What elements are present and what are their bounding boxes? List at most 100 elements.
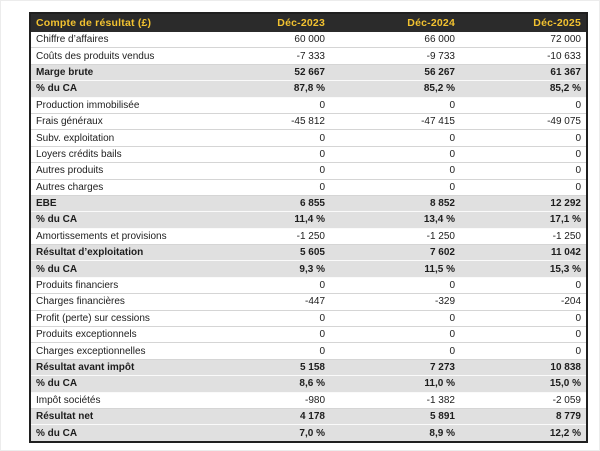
- cell-value: 0: [200, 179, 330, 196]
- cell-value: 0: [460, 129, 587, 147]
- column-header-dec-2024: Déc-2024: [330, 13, 460, 32]
- row-label: Résultat net: [30, 408, 200, 426]
- cell-value: -204: [460, 293, 587, 311]
- table-row: Loyers crédits bails 0 0 0: [30, 146, 587, 164]
- cell-value: 0: [460, 310, 587, 328]
- cell-value: 5 605: [200, 244, 330, 262]
- table-row: % du CA 87,8 % 85,2 % 85,2 %: [30, 80, 587, 98]
- cell-value: 15,0 %: [460, 375, 587, 393]
- table-row: Charges financières -447 -329 -204: [30, 293, 587, 311]
- cell-value: 0: [330, 162, 460, 180]
- table-row: Résultat d’exploitation 5 605 7 602 11 042: [30, 244, 587, 262]
- cell-value: -9 733: [330, 47, 460, 65]
- cell-value: 0: [460, 162, 587, 180]
- cell-value: 56 267: [330, 64, 460, 82]
- cell-value: 0: [460, 146, 587, 164]
- cell-value: 6 855: [200, 195, 330, 213]
- row-label: Résultat avant impôt: [30, 359, 200, 377]
- cell-value: -7 333: [200, 47, 330, 65]
- cell-value: 0: [460, 277, 587, 295]
- cell-value: -1 250: [330, 228, 460, 246]
- cell-value: 60 000: [200, 32, 330, 49]
- cell-value: 8,9 %: [330, 424, 460, 442]
- cell-value: 87,8 %: [200, 80, 330, 98]
- cell-value: 8,6 %: [200, 375, 330, 393]
- column-header-dec-2023: Déc-2023: [200, 13, 330, 32]
- cell-value: 11,4 %: [200, 211, 330, 229]
- cell-value: 52 667: [200, 64, 330, 82]
- row-label: % du CA: [30, 80, 200, 98]
- cell-value: -1 250: [460, 228, 587, 246]
- cell-value: 7,0 %: [200, 424, 330, 442]
- cell-value: -10 633: [460, 47, 587, 65]
- cell-value: 0: [330, 179, 460, 196]
- cell-value: 0: [330, 129, 460, 147]
- table-row: Profit (perte) sur cessions 0 0 0: [30, 310, 587, 328]
- table-row: Autres produits 0 0 0: [30, 162, 587, 180]
- row-label: Charges exceptionnelles: [30, 342, 200, 360]
- table-body: Chiffre d’affaires 60 000 66 000 72 000 Coût…: [30, 32, 587, 442]
- income-statement-table: Compte de résultat (£) Déc-2023 Déc-2024…: [29, 12, 588, 443]
- cell-value: 0: [200, 277, 330, 295]
- cell-value: -1 382: [330, 392, 460, 409]
- row-label: Chiffre d’affaires: [30, 32, 200, 49]
- cell-value: 0: [460, 179, 587, 196]
- cell-value: 12,2 %: [460, 424, 587, 442]
- cell-value: -1 250: [200, 228, 330, 246]
- cell-value: 5 158: [200, 359, 330, 377]
- row-label: % du CA: [30, 211, 200, 229]
- cell-value: 72 000: [460, 32, 587, 49]
- cell-value: 0: [200, 342, 330, 360]
- row-label: % du CA: [30, 375, 200, 393]
- cell-value: 66 000: [330, 32, 460, 49]
- cell-value: -980: [200, 392, 330, 409]
- cell-value: 8 779: [460, 408, 587, 426]
- table-row: % du CA 7,0 % 8,9 % 12,2 %: [30, 424, 587, 442]
- cell-value: 0: [460, 326, 587, 344]
- cell-value: 7 602: [330, 244, 460, 262]
- table-row: Impôt sociétés -980 -1 382 -2 059: [30, 392, 587, 409]
- table-row: % du CA 8,6 % 11,0 % 15,0 %: [30, 375, 587, 393]
- cell-value: 0: [330, 277, 460, 295]
- row-label: Autres charges: [30, 179, 200, 196]
- table-header-row: Compte de résultat (£) Déc-2023 Déc-2024…: [30, 13, 587, 32]
- cell-value: 0: [200, 310, 330, 328]
- table-row: Frais généraux -45 812 -47 415 -49 075: [30, 113, 587, 131]
- cell-value: 85,2 %: [330, 80, 460, 98]
- column-header-dec-2025: Déc-2025: [460, 13, 587, 32]
- table-row: % du CA 9,3 % 11,5 % 15,3 %: [30, 260, 587, 278]
- cell-value: 0: [200, 129, 330, 147]
- cell-value: 0: [460, 97, 587, 114]
- cell-value: 0: [460, 342, 587, 360]
- table-row: Subv. exploitation 0 0 0: [30, 129, 587, 147]
- row-label: % du CA: [30, 424, 200, 442]
- row-label: Produits financiers: [30, 277, 200, 295]
- cell-value: 0: [330, 342, 460, 360]
- table-row: Autres charges 0 0 0: [30, 179, 587, 196]
- table-row: Coûts des produits vendus -7 333 -9 733 -10…: [30, 47, 587, 65]
- row-label: Loyers crédits bails: [30, 146, 200, 164]
- row-label: Produits exceptionnels: [30, 326, 200, 344]
- cell-value: 8 852: [330, 195, 460, 213]
- table-row: Production immobilisée 0 0 0: [30, 97, 587, 114]
- cell-value: -2 059: [460, 392, 587, 409]
- cell-value: 85,2 %: [460, 80, 587, 98]
- row-label: Charges financières: [30, 293, 200, 311]
- cell-value: -49 075: [460, 113, 587, 131]
- table-row: Chiffre d’affaires 60 000 66 000 72 000: [30, 32, 587, 49]
- cell-value: -47 415: [330, 113, 460, 131]
- cell-value: 11,0 %: [330, 375, 460, 393]
- table-row: Marge brute 52 667 56 267 61 367: [30, 64, 587, 82]
- cell-value: 0: [330, 146, 460, 164]
- cell-value: 0: [330, 310, 460, 328]
- cell-value: 13,4 %: [330, 211, 460, 229]
- table-title: Compte de résultat (£): [30, 13, 200, 32]
- table-row: EBE 6 855 8 852 12 292: [30, 195, 587, 213]
- cell-value: 0: [200, 146, 330, 164]
- row-label: Autres produits: [30, 162, 200, 180]
- row-label: Subv. exploitation: [30, 129, 200, 147]
- table-row: Amortissements et provisions -1 250 -1 250…: [30, 228, 587, 246]
- table-row: Charges exceptionnelles 0 0 0: [30, 342, 587, 360]
- cell-value: 0: [200, 326, 330, 344]
- cell-value: 17,1 %: [460, 211, 587, 229]
